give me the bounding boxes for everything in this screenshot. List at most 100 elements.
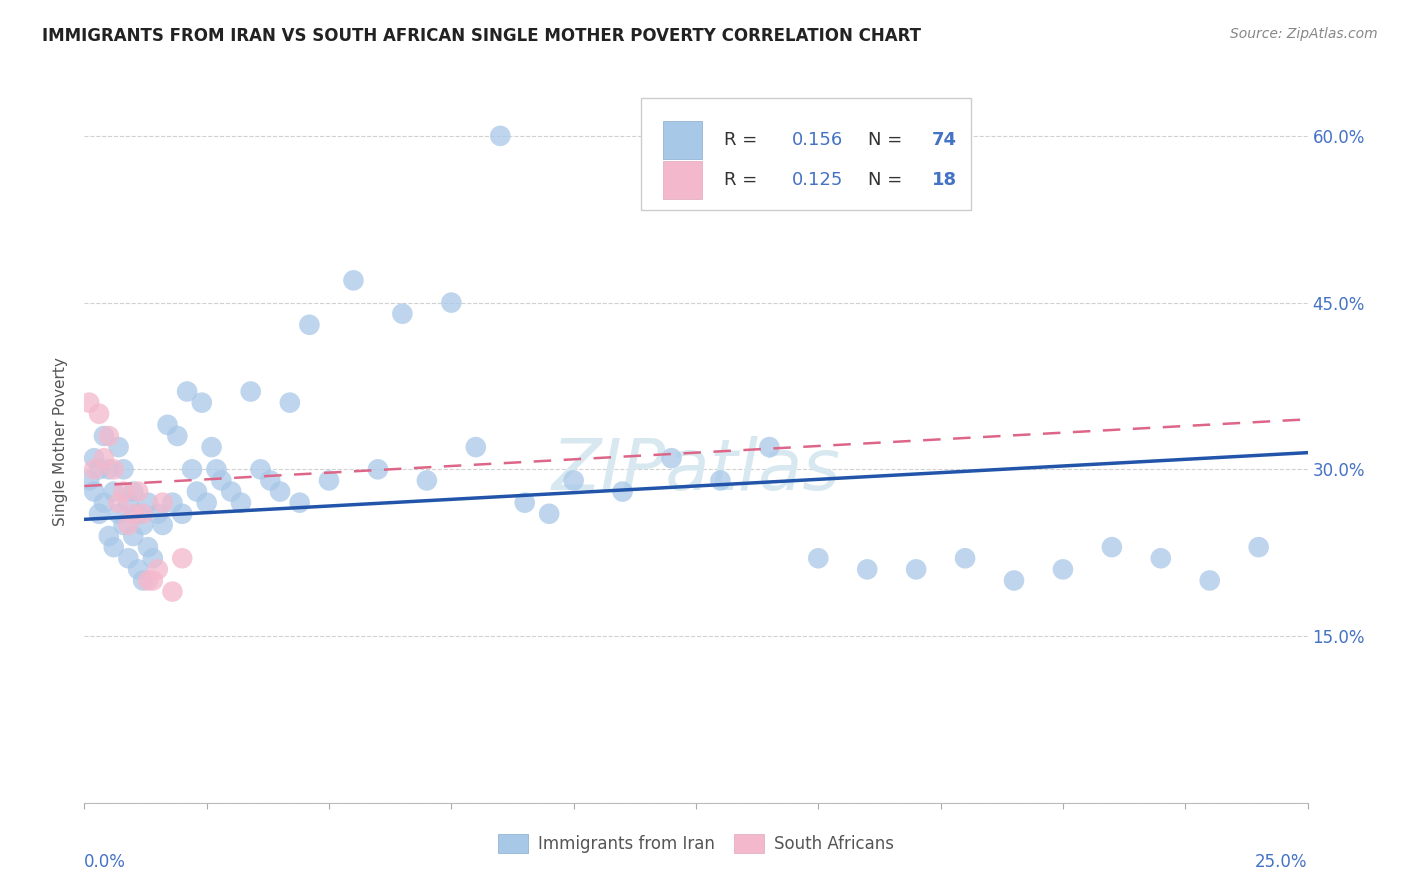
- Point: [318, 474, 340, 488]
- Point: [807, 551, 830, 566]
- Point: [162, 496, 184, 510]
- Point: [83, 462, 105, 476]
- Point: [142, 574, 165, 588]
- Point: [127, 507, 149, 521]
- Point: [97, 429, 120, 443]
- Point: [612, 484, 634, 499]
- Point: [239, 384, 262, 399]
- Text: 0.125: 0.125: [792, 171, 842, 189]
- Point: [1198, 574, 1220, 588]
- Point: [136, 496, 159, 510]
- Text: R =: R =: [724, 171, 763, 189]
- Point: [142, 551, 165, 566]
- Point: [166, 429, 188, 443]
- FancyBboxPatch shape: [641, 98, 972, 211]
- Point: [1247, 540, 1270, 554]
- Text: 74: 74: [932, 131, 957, 149]
- Point: [288, 496, 311, 510]
- Point: [146, 562, 169, 576]
- Point: [112, 517, 135, 532]
- Point: [661, 451, 683, 466]
- Point: [117, 517, 139, 532]
- Point: [93, 429, 115, 443]
- Point: [209, 474, 232, 488]
- Point: [269, 484, 291, 499]
- Point: [122, 529, 145, 543]
- Point: [107, 440, 129, 454]
- Text: N =: N =: [869, 131, 908, 149]
- Point: [103, 462, 125, 476]
- Text: 18: 18: [932, 171, 957, 189]
- Point: [117, 496, 139, 510]
- Point: [278, 395, 301, 409]
- Point: [1150, 551, 1173, 566]
- Point: [132, 507, 155, 521]
- Point: [93, 451, 115, 466]
- Point: [103, 540, 125, 554]
- Point: [229, 496, 252, 510]
- Point: [152, 496, 174, 510]
- Point: [136, 540, 159, 554]
- Point: [107, 507, 129, 521]
- Point: [87, 462, 110, 476]
- Point: [489, 128, 512, 143]
- Point: [440, 295, 463, 310]
- Text: ZIPatlas: ZIPatlas: [551, 436, 841, 505]
- Point: [758, 440, 780, 454]
- Point: [87, 507, 110, 521]
- Point: [513, 496, 536, 510]
- Point: [1002, 574, 1025, 588]
- Point: [172, 551, 194, 566]
- Point: [127, 484, 149, 499]
- Point: [562, 474, 585, 488]
- Point: [77, 474, 100, 488]
- Text: 25.0%: 25.0%: [1256, 854, 1308, 871]
- Point: [77, 395, 100, 409]
- Point: [249, 462, 271, 476]
- Text: R =: R =: [724, 131, 763, 149]
- Point: [195, 496, 218, 510]
- Point: [122, 484, 145, 499]
- Point: [103, 484, 125, 499]
- Point: [186, 484, 208, 499]
- Point: [391, 307, 413, 321]
- Point: [93, 496, 115, 510]
- Point: [176, 384, 198, 399]
- Point: [342, 273, 364, 287]
- Point: [367, 462, 389, 476]
- Point: [152, 517, 174, 532]
- Point: [87, 407, 110, 421]
- Point: [259, 474, 281, 488]
- Point: [107, 496, 129, 510]
- Point: [1101, 540, 1123, 554]
- Point: [538, 507, 561, 521]
- Point: [191, 395, 214, 409]
- Bar: [664, 161, 702, 199]
- Point: [97, 529, 120, 543]
- Text: 0.156: 0.156: [792, 131, 842, 149]
- Point: [112, 462, 135, 476]
- Point: [83, 484, 105, 499]
- Point: [464, 440, 486, 454]
- Point: [127, 562, 149, 576]
- Point: [416, 474, 439, 488]
- Point: [97, 462, 120, 476]
- Point: [1052, 562, 1074, 576]
- Point: [205, 462, 228, 476]
- Legend: Immigrants from Iran, South Africans: Immigrants from Iran, South Africans: [491, 827, 901, 860]
- Text: IMMIGRANTS FROM IRAN VS SOUTH AFRICAN SINGLE MOTHER POVERTY CORRELATION CHART: IMMIGRANTS FROM IRAN VS SOUTH AFRICAN SI…: [42, 27, 921, 45]
- Point: [298, 318, 321, 332]
- Point: [709, 474, 731, 488]
- Point: [905, 562, 928, 576]
- Point: [117, 551, 139, 566]
- Point: [136, 574, 159, 588]
- Point: [132, 517, 155, 532]
- Point: [112, 484, 135, 499]
- Point: [200, 440, 222, 454]
- Point: [953, 551, 976, 566]
- Point: [146, 507, 169, 521]
- Point: [122, 507, 145, 521]
- Y-axis label: Single Mother Poverty: Single Mother Poverty: [53, 357, 69, 526]
- Text: 0.0%: 0.0%: [84, 854, 127, 871]
- Text: Source: ZipAtlas.com: Source: ZipAtlas.com: [1230, 27, 1378, 41]
